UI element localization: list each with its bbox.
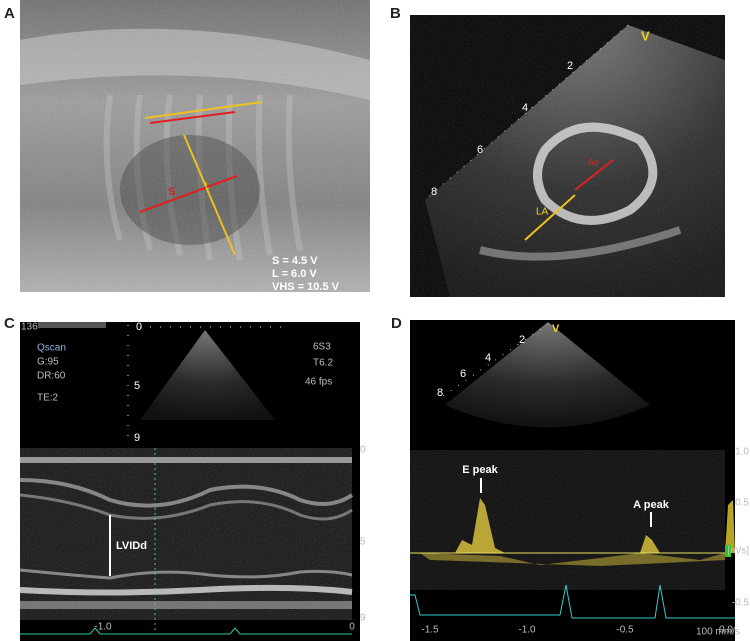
annotation: E peak <box>462 464 498 476</box>
time-axis-label: 0 <box>349 622 355 633</box>
depth-mark: 0 <box>136 321 142 333</box>
setting: DR:60 <box>37 371 66 382</box>
panel-a: S L S = 4.5 V L = 6.0 V VHS = 10.5 V A <box>4 0 370 293</box>
time-axis-label: 0.0 <box>719 625 733 636</box>
frame-counter: 136 <box>21 322 38 333</box>
depth-axis-label: 5 <box>360 537 366 548</box>
setting: Qscan <box>37 343 66 354</box>
texture <box>410 15 725 297</box>
baseline-marker <box>725 545 731 557</box>
long-axis <box>183 134 236 256</box>
velocity-axis-label: 1.0 <box>735 447 749 458</box>
depth-mark: 4 <box>522 102 528 114</box>
panel-label: A <box>4 5 15 22</box>
ecg <box>20 627 352 635</box>
view-marker: V <box>552 323 560 335</box>
panel-d: V 2 4 6 8 E peak A peak 1.0 0.5 [m/s] -0… <box>391 315 749 641</box>
ao-arrow <box>574 159 614 191</box>
sweep-speed: 100 mm/s <box>696 627 740 638</box>
depth-mark: 2 <box>567 60 573 72</box>
annotation: LVIDd <box>116 540 147 552</box>
panel-c: 136 Qscan G:95 DR:60 TE:2 6S3 T6.2 46 fp… <box>4 315 366 641</box>
panel-label: D <box>391 315 402 332</box>
depth-axis-label: 0 <box>360 445 366 456</box>
depth-mark: 6 <box>460 368 466 380</box>
time-axis-label: -0.5 <box>616 625 634 636</box>
annotation: L <box>205 180 210 190</box>
texture <box>20 0 370 292</box>
annotation: LA <box>536 207 549 218</box>
progress-bar <box>38 322 106 328</box>
time-axis-label: -1.0 <box>518 625 536 636</box>
vertebra-line <box>149 111 236 124</box>
measurement: S = 4.5 V <box>272 255 318 267</box>
depth-mark: 2 <box>519 334 525 346</box>
panel-label: B <box>390 5 401 22</box>
setting: 46 fps <box>305 377 332 388</box>
panel-b: Ao LA V 2 4 6 8 B <box>390 5 725 297</box>
measurement: VHS = 10.5 V <box>272 281 340 293</box>
annotation: S <box>168 186 175 198</box>
setting: 6S3 <box>313 342 331 353</box>
annotation: Ao <box>588 157 599 167</box>
aortic-wall <box>533 122 658 225</box>
velocity-axis-label: -0.5 <box>732 598 750 609</box>
vertebra-line <box>144 101 263 119</box>
short-axis <box>139 175 238 213</box>
ecg <box>410 584 735 619</box>
depth-mark: 5 <box>134 380 140 392</box>
annotation: A peak <box>633 499 670 511</box>
time-axis-label: -1.0 <box>94 622 112 633</box>
depth-mark: 6 <box>477 144 483 156</box>
measurement: L = 6.0 V <box>272 268 317 280</box>
setting: G:95 <box>37 357 59 368</box>
setting: TE:2 <box>37 393 59 404</box>
setting: T6.2 <box>313 358 333 369</box>
view-marker: V <box>641 28 650 43</box>
la-arrow <box>524 194 576 241</box>
depth-mark: 8 <box>431 186 437 198</box>
depth-mark: 9 <box>134 432 140 444</box>
texture <box>410 450 725 590</box>
velocity-axis-label: [m/s] <box>727 546 749 557</box>
atrial-wall <box>479 226 682 261</box>
echo-sector <box>140 330 275 420</box>
echo-sector <box>445 322 650 428</box>
depth-mark: 4 <box>485 352 491 364</box>
velocity-axis-label: 0.5 <box>735 498 749 509</box>
panel-label: C <box>4 315 15 332</box>
depth-mark: 8 <box>437 387 443 399</box>
time-axis-label: -1.5 <box>421 625 439 636</box>
texture <box>20 448 352 620</box>
depth-axis-label: 9 <box>360 613 366 624</box>
